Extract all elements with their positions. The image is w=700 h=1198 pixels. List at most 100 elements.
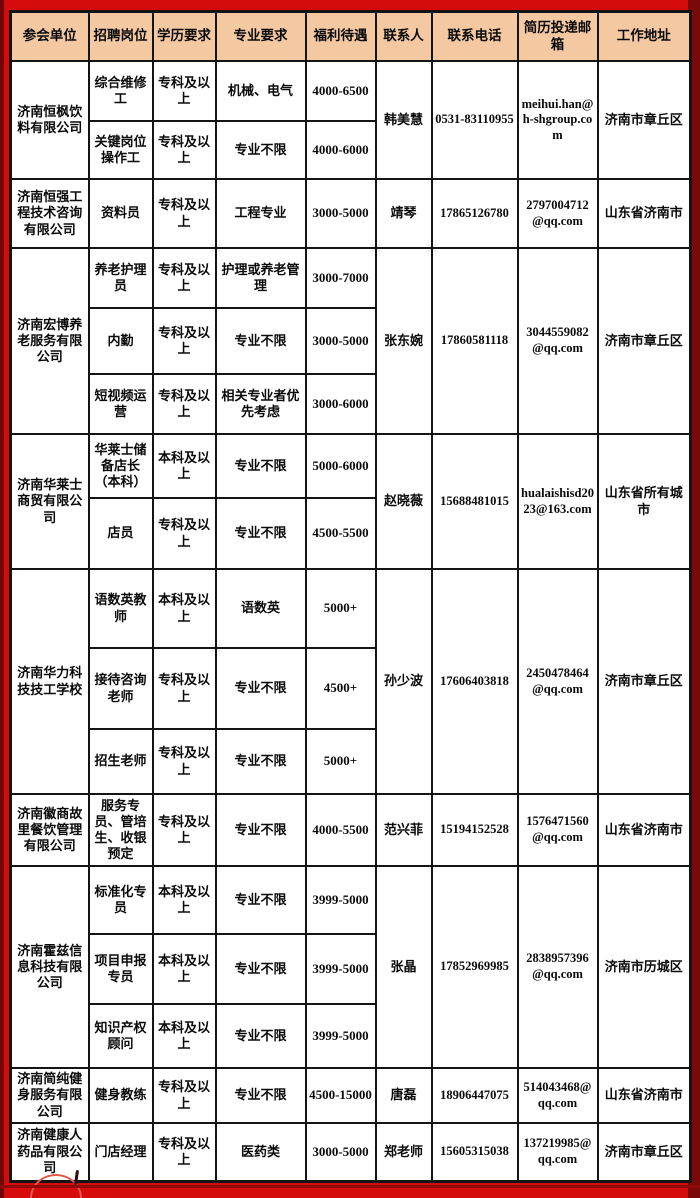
education-cell: 本科及以上: [151, 933, 217, 1005]
major-cell: 医药类: [214, 1122, 307, 1182]
job-position-cell: 项目申报专员: [87, 933, 154, 1005]
major-cell: 专业不限: [214, 728, 307, 795]
job-position-cell: 服务专员、管培生、收银预定: [87, 793, 154, 867]
phone-cell: 17852969985: [430, 865, 519, 1069]
major-cell: 专业不限: [214, 1067, 307, 1124]
table-row: 招生老师 专科及以上 专业不限 5000+: [11, 728, 691, 795]
job-position-cell: 华莱士储备店长（本科）: [87, 433, 154, 499]
job-position-cell: 接待咨询老师: [87, 647, 154, 730]
salary-cell: 3000-5000: [304, 1122, 377, 1182]
address-cell: 济南市章丘区: [596, 568, 692, 795]
salary-cell: 4500-5500: [304, 497, 377, 570]
job-position-cell: 养老护理员: [87, 247, 154, 309]
address-cell: 山东省所有城市: [596, 433, 692, 570]
major-cell: 专业不限: [214, 647, 307, 730]
address-cell: 山东省济南市: [596, 178, 692, 249]
education-cell: 本科及以上: [151, 1003, 217, 1069]
education-cell: 专科及以上: [151, 497, 217, 570]
phone-cell: 17860581118: [430, 247, 519, 435]
salary-cell: 3000-5000: [304, 307, 377, 375]
contact-name-cell: 唐磊: [374, 1067, 433, 1124]
salary-cell: 3000-7000: [304, 247, 377, 309]
contact-name-cell: 张东婉: [374, 247, 433, 435]
salary-cell: 4000-6000: [304, 120, 377, 180]
company-name-cell: 济南恒强工程技术咨询有限公司: [9, 178, 90, 249]
salary-cell: 4500-15000: [304, 1067, 377, 1124]
job-position-cell: 招生老师: [87, 728, 154, 795]
address-cell: 济南市历城区: [596, 865, 692, 1069]
salary-cell: 3999-5000: [304, 865, 377, 935]
education-cell: 专科及以上: [151, 1067, 217, 1124]
job-position-cell: 标准化专员: [87, 865, 154, 935]
major-cell: 护理或养老管理: [214, 247, 307, 309]
contact-name-cell: 范兴菲: [374, 793, 433, 867]
major-cell: 相关专业者优先考虑: [214, 373, 307, 435]
salary-cell: 5000+: [304, 728, 377, 795]
col-header-major: 专业要求: [214, 10, 307, 62]
phone-cell: 15688481015: [430, 433, 519, 570]
major-cell: 专业不限: [214, 793, 307, 867]
email-cell: 2838957396@qq.com: [516, 865, 599, 1069]
table-row: 济南徽商故里餐饮管理有限公司 服务专员、管培生、收银预定 专科及以上 专业不限 …: [9, 793, 692, 867]
education-cell: 专科及以上: [151, 60, 217, 122]
email-cell: 2450478464@qq.com: [516, 568, 599, 795]
job-position-cell: 门店经理: [87, 1122, 154, 1182]
email-cell: 1576471560@qq.com: [516, 793, 599, 867]
education-cell: 专科及以上: [151, 647, 217, 730]
company-name-cell: 济南健康人药品有限公司: [9, 1122, 90, 1182]
education-cell: 本科及以上: [151, 433, 217, 499]
table-row: 济南恒强工程技术咨询有限公司 资料员 专科及以上 工程专业 3000-5000 …: [9, 178, 692, 249]
job-position-cell: 知识产权顾问: [87, 1003, 154, 1069]
col-header-address: 工作地址: [596, 10, 692, 62]
email-cell: 3044559082@qq.com: [516, 247, 599, 435]
education-cell: 专科及以上: [151, 178, 217, 249]
job-position-cell: 综合维修工: [87, 60, 154, 122]
phone-cell: 15605315038: [430, 1122, 519, 1182]
salary-cell: 4500+: [304, 647, 377, 730]
company-name-cell: 济南宏博养老服务有限公司: [9, 247, 90, 435]
table-row: 济南霍兹信息科技有限公司 标准化专员 本科及以上 专业不限 3999-5000 …: [9, 865, 692, 1069]
address-cell: 山东省济南市: [596, 793, 692, 867]
education-cell: 专科及以上: [151, 728, 217, 795]
education-cell: 本科及以上: [151, 865, 217, 935]
table-row: 济南华力科技技工学校 语数英教师 本科及以上 语数英 5000+ 孙少波 176…: [9, 568, 692, 795]
major-cell: 专业不限: [214, 865, 307, 935]
job-position-cell: 健身教练: [87, 1067, 154, 1124]
table-row: 济南健康人药品有限公司 门店经理 专科及以上 医药类 3000-5000 郑老师…: [9, 1122, 692, 1182]
major-cell: 专业不限: [214, 120, 307, 180]
address-cell: 济南市章丘区: [596, 60, 692, 180]
table-row: 短视频运营 专科及以上 相关专业者优先考虑 3000-6000: [11, 373, 691, 435]
col-header-company: 参会单位: [9, 10, 90, 62]
table-header-row: 参会单位 招聘岗位 学历要求 专业要求 福利待遇 联系人 联系电话 简历投递邮箱…: [9, 10, 692, 62]
table-row: 内勤 专科及以上 专业不限 3000-5000: [11, 307, 691, 375]
job-position-cell: 资料员: [87, 178, 154, 249]
col-header-contact: 联系人: [374, 10, 433, 62]
email-cell: 137219985@qq.com: [516, 1122, 599, 1182]
company-name-cell: 济南霍兹信息科技有限公司: [9, 865, 90, 1069]
education-cell: 专科及以上: [151, 247, 217, 309]
contact-name-cell: 韩美慧: [374, 60, 433, 180]
email-cell: 514043468@qq.com: [516, 1067, 599, 1124]
salary-cell: 3999-5000: [304, 933, 377, 1005]
major-cell: 专业不限: [214, 933, 307, 1005]
salary-cell: 3000-5000: [304, 178, 377, 249]
company-name-cell: 济南徽商故里餐饮管理有限公司: [9, 793, 90, 867]
job-position-cell: 内勤: [87, 307, 154, 375]
col-header-phone: 联系电话: [430, 10, 519, 62]
job-position-cell: 关键岗位操作工: [87, 120, 154, 180]
salary-cell: 4000-6500: [304, 60, 377, 122]
col-header-education: 学历要求: [151, 10, 217, 62]
email-cell: 2797004712@qq.com: [516, 178, 599, 249]
major-cell: 语数英: [214, 568, 307, 649]
major-cell: 专业不限: [214, 497, 307, 570]
col-header-email: 简历投递邮箱: [516, 10, 599, 62]
table-row: 接待咨询老师 专科及以上 专业不限 4500+: [11, 647, 691, 730]
email-cell: hualaishisd2023@163.com: [516, 433, 599, 570]
job-fair-table: 参会单位 招聘岗位 学历要求 专业要求 福利待遇 联系人 联系电话 简历投递邮箱…: [9, 10, 692, 1183]
phone-cell: 17865126780: [430, 178, 519, 249]
contact-name-cell: 靖琴: [374, 178, 433, 249]
contact-name-cell: 张晶: [374, 865, 433, 1069]
job-position-cell: 语数英教师: [87, 568, 154, 649]
bottom-edge-band: [0, 1185, 700, 1188]
